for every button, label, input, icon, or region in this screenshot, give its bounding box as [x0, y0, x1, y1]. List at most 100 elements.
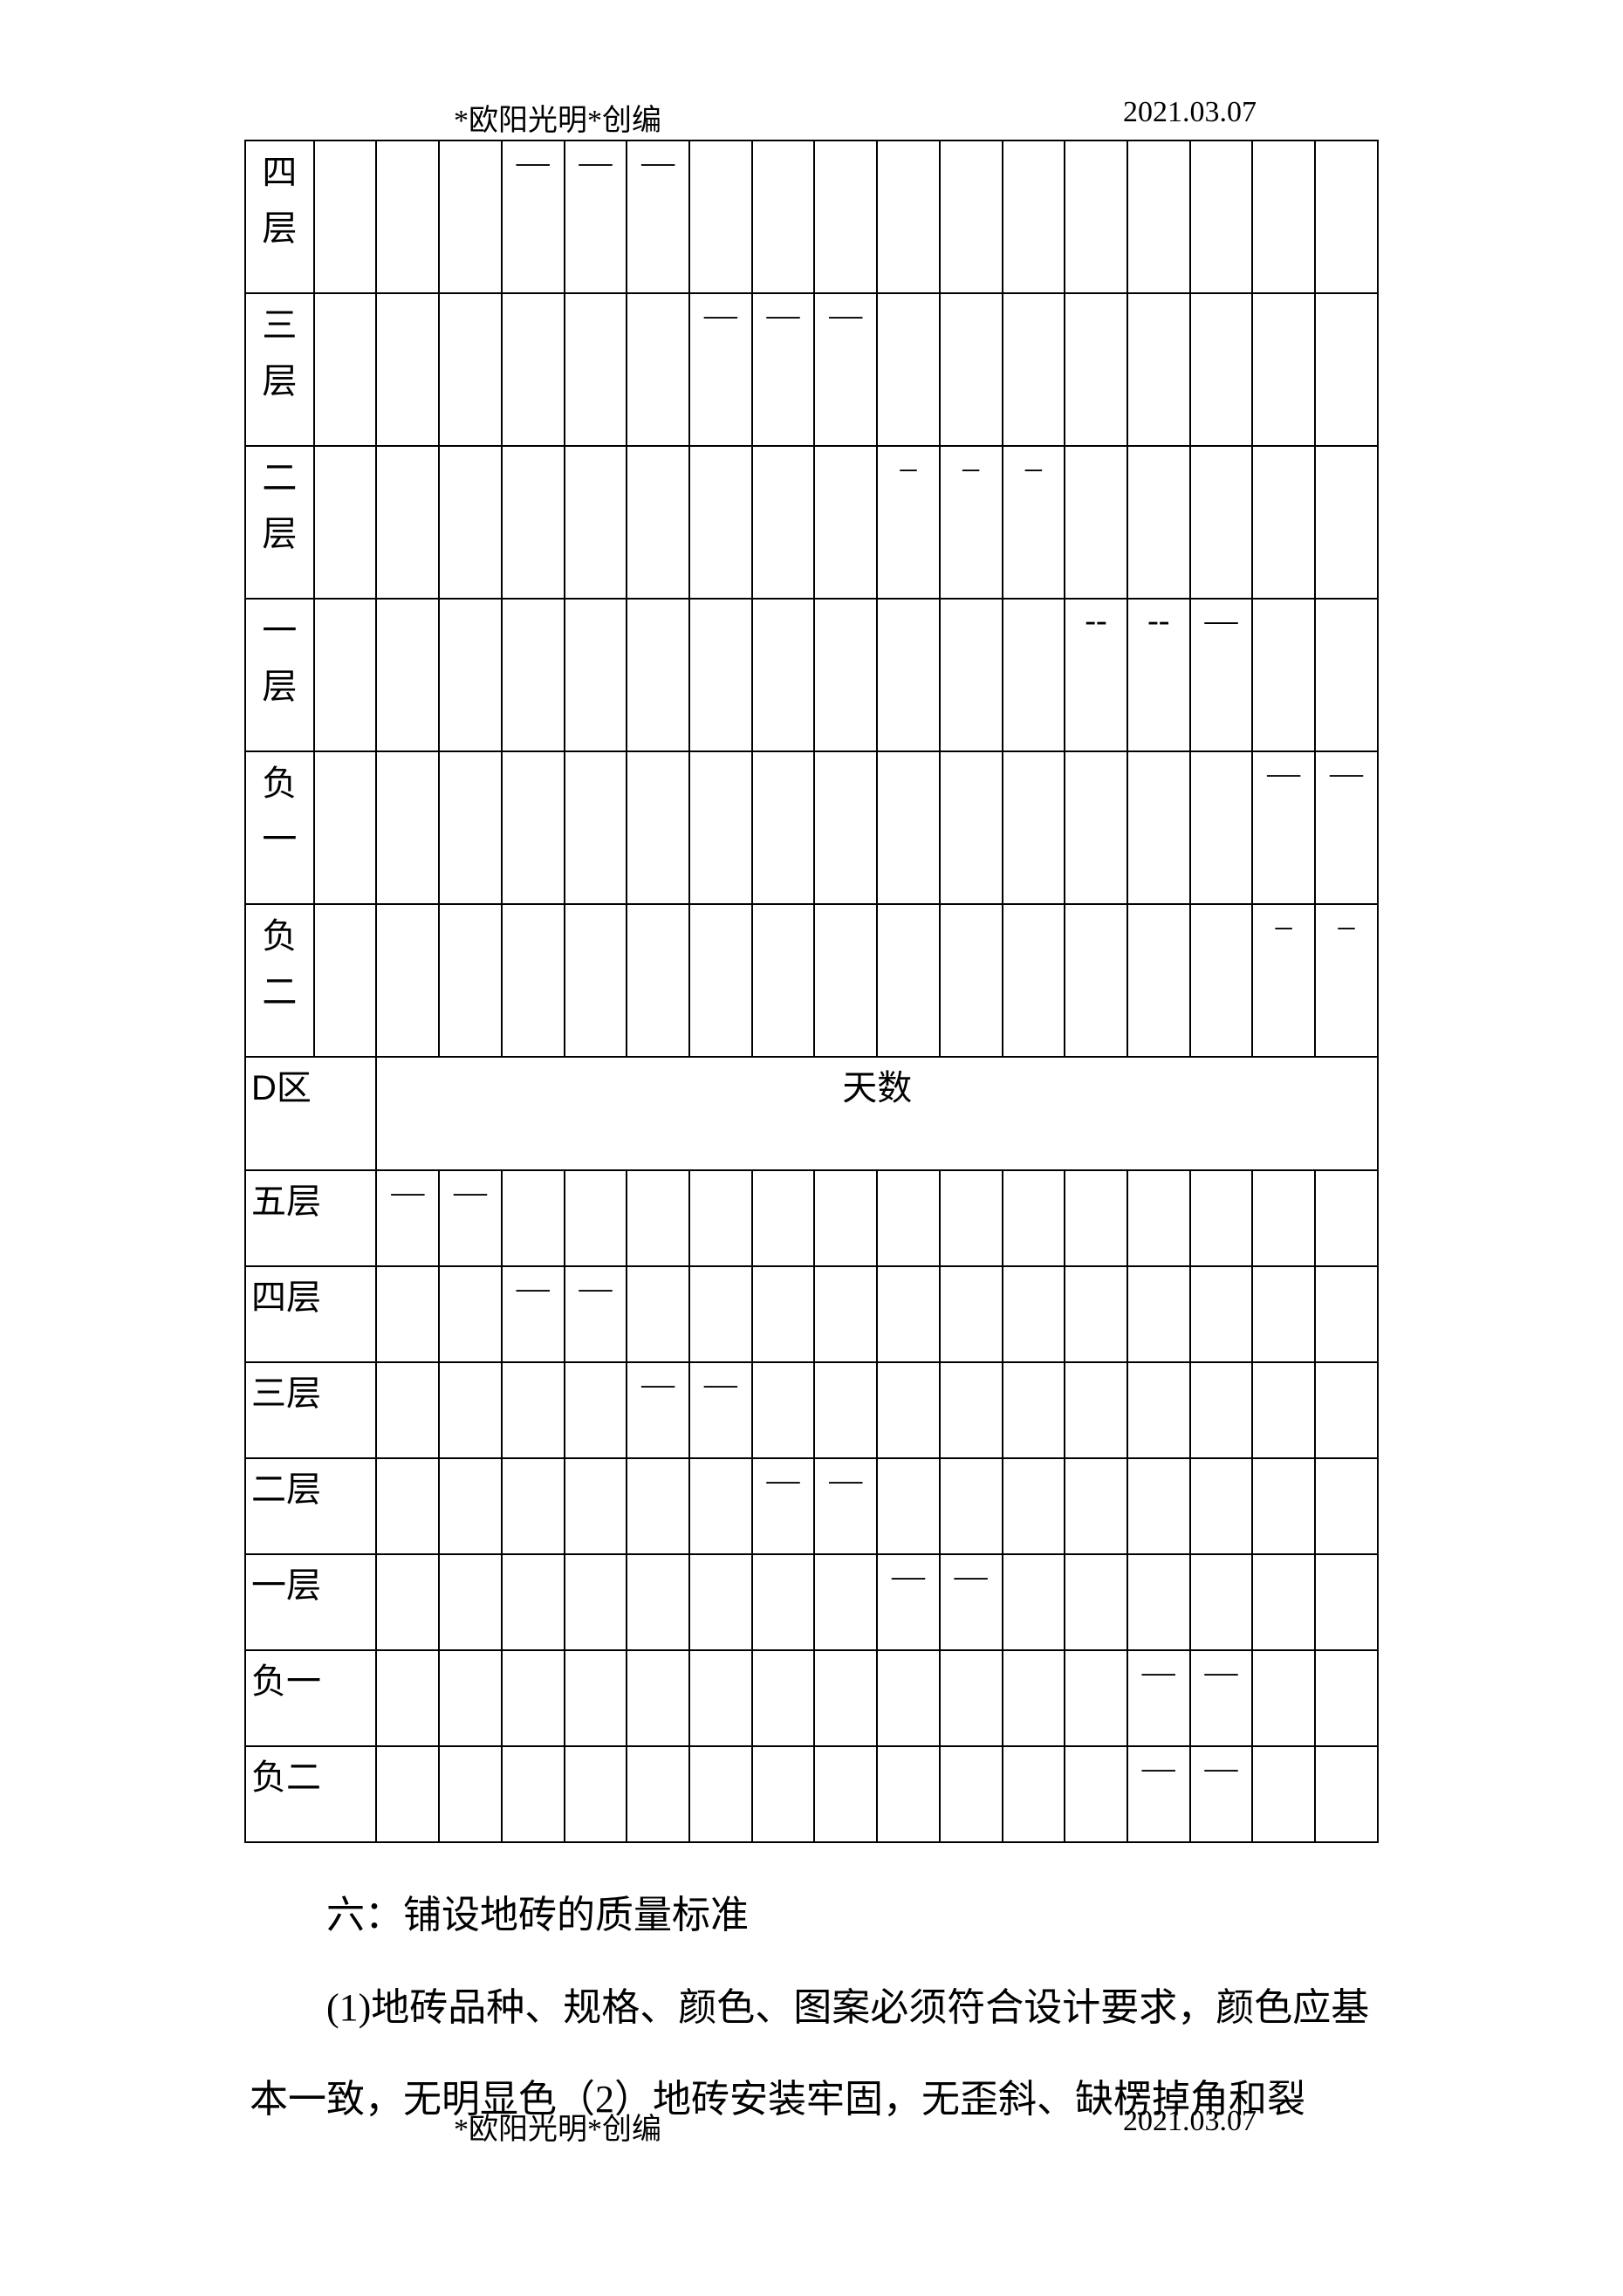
- table-cell: [689, 904, 752, 1057]
- table-cell: [752, 751, 815, 904]
- table-cell: [502, 1362, 565, 1458]
- table-cell: [439, 1554, 502, 1650]
- page-header: *欧阳光明*创编 2021.03.07: [0, 96, 1623, 139]
- table-cell: [502, 904, 565, 1057]
- table-cell: [439, 751, 502, 904]
- table-cell: [1065, 141, 1127, 293]
- table-cell: [1190, 751, 1253, 904]
- table-cell: [439, 599, 502, 751]
- table-cell: [314, 141, 377, 293]
- table-row: 三层 ——: [245, 1362, 1378, 1458]
- table-cell: [940, 904, 1003, 1057]
- table-cell: [627, 1458, 689, 1554]
- table-cell: [1252, 1266, 1315, 1362]
- table-cell: —: [689, 1362, 752, 1458]
- table-cell: [752, 599, 815, 751]
- table-cell: –: [877, 446, 940, 599]
- table-cell: [376, 751, 439, 904]
- table-cell: [814, 446, 877, 599]
- table-cell: —: [565, 141, 627, 293]
- table-cell: [502, 1650, 565, 1746]
- table-cell: [689, 1458, 752, 1554]
- table-cell: [314, 599, 377, 751]
- table-cell: —: [814, 1458, 877, 1554]
- table-cell: [1190, 1554, 1253, 1650]
- table-cell: [752, 446, 815, 599]
- table-cell: —: [940, 1554, 1003, 1650]
- table-cell: [1252, 1746, 1315, 1842]
- header-left: *欧阳光明*创编: [454, 96, 661, 139]
- table-cell: –: [1252, 904, 1315, 1057]
- table-cell: —: [1190, 1650, 1253, 1746]
- table-cell: —: [814, 293, 877, 446]
- table-cell: [1065, 1554, 1127, 1650]
- row-label: 三层: [245, 1362, 376, 1458]
- table-cell: [1003, 751, 1065, 904]
- row-label: 五层: [245, 1170, 376, 1266]
- table-cell: [689, 1650, 752, 1746]
- table-cell: [1127, 293, 1190, 446]
- table-cell: [1315, 141, 1378, 293]
- table-cell: [565, 293, 627, 446]
- table-cell: [376, 1554, 439, 1650]
- table-cell: [502, 1746, 565, 1842]
- table-cell: [627, 1746, 689, 1842]
- table-cell: –: [1003, 446, 1065, 599]
- table-cell: [814, 1266, 877, 1362]
- table-cell: [1003, 1170, 1065, 1266]
- table-cell: [1003, 141, 1065, 293]
- table-cell: [1065, 904, 1127, 1057]
- table-cell: [376, 141, 439, 293]
- table-cell: [565, 599, 627, 751]
- table-cell: [689, 599, 752, 751]
- table-cell: —: [627, 1362, 689, 1458]
- table-cell: [376, 1746, 439, 1842]
- table-cell: [814, 599, 877, 751]
- table-cell: [1065, 1458, 1127, 1554]
- table-row: 三层———: [245, 293, 1378, 446]
- table-cell: [1003, 1362, 1065, 1458]
- table-row: 一层——: [245, 1554, 1378, 1650]
- table-cell: —: [502, 141, 565, 293]
- table-cell: [1003, 599, 1065, 751]
- row-label: 负一: [245, 751, 314, 904]
- table-cell: [1315, 1458, 1378, 1554]
- table-cell: [940, 141, 1003, 293]
- table-cell: [502, 1458, 565, 1554]
- row-label: 三层: [245, 293, 314, 446]
- table-cell: [314, 751, 377, 904]
- table-cell: [752, 141, 815, 293]
- table-cell: [1065, 1650, 1127, 1746]
- table-cell: [940, 1458, 1003, 1554]
- table-cell: [877, 904, 940, 1057]
- table-cell: [1127, 1458, 1190, 1554]
- table-cell: —: [689, 293, 752, 446]
- table-cell: --: [1065, 599, 1127, 751]
- table-cell: [940, 599, 1003, 751]
- table-row: 四层———: [245, 141, 1378, 293]
- table-cell: [1252, 1458, 1315, 1554]
- table-cell: ––: [1190, 599, 1253, 751]
- table-cell: [376, 1266, 439, 1362]
- table-cell: [439, 904, 502, 1057]
- table-cell: [439, 1266, 502, 1362]
- table-row-dzone: D区天数: [245, 1057, 1378, 1170]
- table-cell: [689, 446, 752, 599]
- page-footer: *欧阳光明*创编 2021.03.07: [0, 2105, 1623, 2148]
- table-cell: [814, 141, 877, 293]
- table-cell: [1065, 446, 1127, 599]
- table-cell: [1315, 1554, 1378, 1650]
- table-cell: [1065, 1170, 1127, 1266]
- table-cell: [565, 1458, 627, 1554]
- table-row: 负一——: [245, 1650, 1378, 1746]
- table-cell: [752, 1554, 815, 1650]
- table-cell: —: [376, 1170, 439, 1266]
- table-cell: [1252, 446, 1315, 599]
- table-cell: [1003, 904, 1065, 1057]
- table-cell: [1003, 1458, 1065, 1554]
- table-row: 五层——: [245, 1170, 1378, 1266]
- table-cell: [1190, 1266, 1253, 1362]
- table-cell: [752, 1650, 815, 1746]
- table-cell: [1252, 141, 1315, 293]
- table-cell: —: [752, 293, 815, 446]
